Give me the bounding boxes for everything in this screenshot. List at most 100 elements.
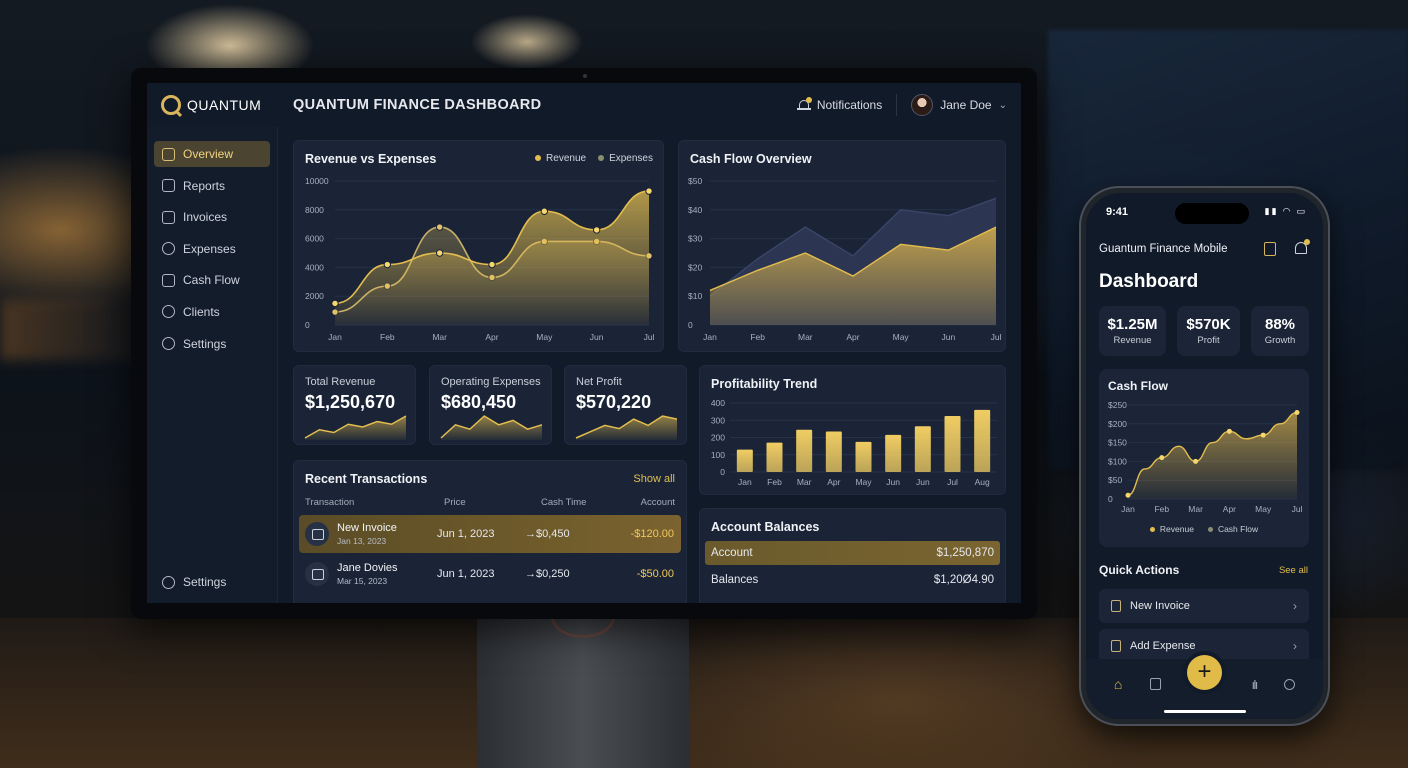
x-tick-label: Aug: [975, 477, 990, 487]
cash-flow-line-1: [709, 226, 997, 292]
x-tick-label: Jun: [590, 332, 604, 342]
kpi-value: $570K: [1186, 316, 1231, 333]
mobile-cash-flow-line: [1127, 411, 1298, 496]
y-tick-label: 100: [711, 450, 725, 460]
legend-cash-flow[interactable]: Cash Flow: [1207, 524, 1258, 534]
bar: [855, 441, 872, 472]
add-button[interactable]: +: [1187, 655, 1222, 690]
x-tick-label: Mar: [1188, 504, 1203, 514]
revenue-vs-expenses-chart: 0 2000 4000 6000 8000 10000 Jan Feb Mar Apr May Jun…: [305, 176, 655, 342]
sidebar-item-settings[interactable]: Settings: [154, 331, 270, 357]
x-tick-label: May: [855, 477, 872, 487]
brand[interactable]: QUANTUM: [147, 95, 278, 115]
column-header[interactable]: Account: [640, 497, 675, 508]
kpi-value: $680,450: [441, 392, 517, 412]
kpi-label: Operating Expenses: [441, 376, 541, 388]
mobile-kpi-growth[interactable]: 88% Growth: [1251, 306, 1309, 356]
sidebar-item-reports[interactable]: Reports: [154, 173, 270, 199]
y-tick-label: 300: [711, 415, 725, 425]
mobile-kpi-profit[interactable]: $570K Profit: [1177, 306, 1240, 356]
trend-icon: [162, 273, 175, 287]
report-icon[interactable]: [1264, 242, 1276, 256]
quick-action-new-invoice[interactable]: New Invoice ›: [1099, 589, 1309, 623]
x-tick-label: Apr: [485, 332, 498, 342]
bar: [914, 426, 931, 472]
kpi-label: Profit: [1197, 335, 1220, 346]
kpi-card-net-profit[interactable]: Net Profit $570,220: [564, 365, 687, 445]
show-all-link[interactable]: Show all: [633, 473, 675, 485]
sidebar-item-expenses[interactable]: Expenses: [154, 236, 270, 262]
cash-time-cell: →$0,250: [525, 568, 570, 580]
kpi-label: Growth: [1264, 335, 1296, 346]
header-divider: [896, 94, 898, 116]
user-menu[interactable]: Jane Doe ⌄: [911, 94, 1007, 116]
gear-icon: [162, 337, 175, 351]
y-tick-label: 0: [305, 320, 310, 330]
data-point: [1260, 432, 1266, 438]
sidebar-item-clients[interactable]: Clients: [154, 299, 270, 325]
bar: [825, 431, 842, 472]
column-header[interactable]: Transaction: [305, 497, 355, 508]
y-tick-label: 0: [1108, 494, 1113, 504]
notifications-button[interactable]: Notifications: [796, 97, 883, 112]
home-icon[interactable]: ⌂: [1113, 676, 1123, 692]
revenue-vs-expenses-card: Revenue vs Expenses Revenue Expenses 0 20…: [293, 140, 664, 352]
sidebar-item-overview[interactable]: Overview: [154, 141, 270, 167]
transaction-date: Jan 13, 2023: [337, 536, 387, 546]
x-tick-label: May: [893, 332, 910, 342]
notifications-label: Notifications: [816, 98, 883, 112]
x-tick-label: Mar: [432, 332, 447, 342]
kpi-value: 88%: [1264, 316, 1296, 333]
sidebar-item-cash-flow[interactable]: Cash Flow: [154, 267, 270, 293]
mobile-cash-flow-card: Cash Flow 0 $50 $100 $150 $200 $250 Jan Feb Mar A…: [1099, 369, 1309, 547]
x-tick-label: Jul: [1292, 504, 1303, 514]
data-point: [435, 223, 444, 231]
transaction-name: New Invoice: [337, 522, 397, 534]
kpi-card-total-revenue[interactable]: Total Revenue $1,250,670: [293, 365, 416, 445]
balance-label: Balances: [711, 574, 759, 586]
bar: [766, 442, 783, 472]
legend-revenue[interactable]: Revenue: [1149, 524, 1194, 534]
table-row[interactable]: Jane Dovies Mar 15, 2023 Jun 1, 2023 →$0…: [299, 555, 681, 593]
sidebar-item-invoices[interactable]: Invoices: [154, 204, 270, 230]
y-tick-label: $150: [1108, 438, 1127, 448]
sidebar-bottom-label: Settings: [183, 575, 227, 589]
column-header[interactable]: Cash Time: [541, 497, 587, 508]
mobile-kpi-revenue[interactable]: $1.25M Revenue: [1099, 306, 1166, 356]
sidebar-bottom-settings[interactable]: Settings: [154, 569, 270, 595]
balance-row[interactable]: Balances $1,20Ø4.90: [705, 568, 1000, 592]
x-tick-label: Feb: [750, 332, 765, 342]
kpi-value: $570,220: [576, 392, 652, 412]
mobile-page-title: Dashboard: [1099, 271, 1199, 292]
bar: [944, 415, 961, 472]
desktop-monitor: QUANTUM QUANTUM FINANCE DASHBOARD Notifi…: [131, 68, 1037, 619]
users-icon: [162, 305, 175, 319]
y-tick-label: 6000: [305, 234, 324, 244]
y-tick-label: $30: [688, 234, 702, 244]
dashboard-screen: QUANTUM QUANTUM FINANCE DASHBOARD Notifi…: [147, 83, 1021, 603]
card-title: Account Balances: [711, 520, 820, 534]
table-row[interactable]: New Invoice Jan 13, 2023 Jun 1, 2023 →$0…: [299, 515, 681, 553]
document-icon[interactable]: [1150, 678, 1162, 690]
profile-icon[interactable]: [1284, 678, 1296, 690]
see-all-link[interactable]: See all: [1278, 565, 1308, 576]
data-point: [540, 207, 549, 215]
balance-value: $1,250,870: [936, 547, 994, 559]
balance-row[interactable]: Account $1,250,870: [705, 541, 1000, 565]
y-tick-label: $50: [688, 176, 702, 186]
chart-legend: Revenue Cash Flow: [1099, 524, 1309, 534]
sidebar-item-label: Invoices: [183, 210, 228, 225]
bell-icon[interactable]: [1295, 239, 1310, 254]
bar: [974, 409, 991, 472]
sparkline-line: [304, 415, 407, 439]
x-tick-label: Jan: [328, 332, 342, 342]
data-point: [488, 260, 496, 269]
webcam: [583, 74, 587, 78]
legend-revenue[interactable]: Revenue: [535, 153, 586, 164]
kpi-card-operating-expenses[interactable]: Operating Expenses $680,450: [429, 365, 552, 445]
x-tick-label: Jul: [644, 332, 655, 342]
legend-expenses[interactable]: Expenses: [598, 153, 653, 164]
bar-chart-icon[interactable]: ıIı: [1251, 676, 1259, 692]
column-header[interactable]: Price: [444, 497, 466, 508]
price-cell: Jun 1, 2023: [437, 528, 495, 540]
